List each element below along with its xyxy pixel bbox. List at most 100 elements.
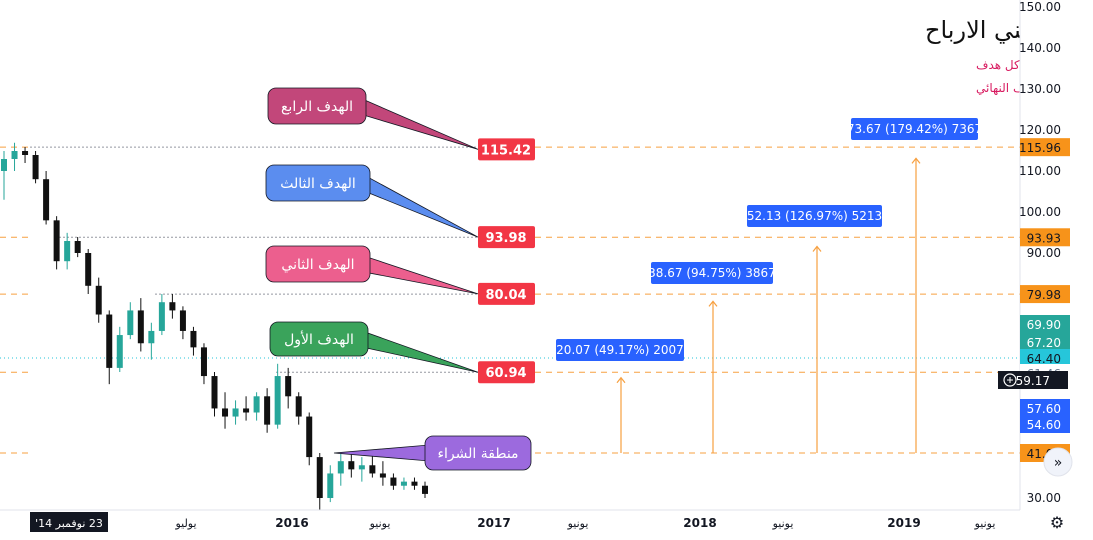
candle-body bbox=[422, 485, 428, 494]
candle-body bbox=[337, 461, 344, 474]
price-tag-label: 59.17 bbox=[1016, 374, 1050, 388]
target-price-box bbox=[478, 138, 535, 161]
time-axis[interactable]: يوليو 2016 يونيو 2017 يونيو 2018 يونيو 2019 يوني… bbox=[0, 509, 1020, 532]
measure-label: 38.67 (94.75%) 3867 bbox=[648, 266, 776, 280]
callout-bubble bbox=[424, 435, 532, 471]
price-tag-crosshair bbox=[998, 371, 1068, 389]
candle-body bbox=[74, 241, 81, 253]
target-price-box bbox=[478, 282, 535, 305]
target-price-box bbox=[478, 226, 535, 249]
candle-body bbox=[390, 477, 397, 486]
callout-label: الهدف الثاني bbox=[281, 257, 354, 273]
price-tag-label: 115.96 bbox=[1019, 141, 1061, 155]
price-tag-level bbox=[1020, 138, 1070, 157]
candle-body bbox=[316, 457, 323, 498]
price-tag-label: 54.60 bbox=[1027, 418, 1061, 432]
price-tick-label: 130.00 bbox=[1019, 82, 1061, 96]
callout-bubble bbox=[265, 245, 371, 283]
measure-label-box bbox=[651, 262, 773, 284]
candle-body bbox=[348, 461, 355, 470]
candle-body bbox=[400, 481, 407, 486]
price-tag-up bbox=[1020, 315, 1070, 333]
price-tick-label: 90.00 bbox=[1027, 246, 1061, 260]
target-price-label: 60.94 bbox=[485, 366, 526, 381]
measure-arrow-head bbox=[911, 157, 921, 164]
callout-pointer bbox=[333, 444, 430, 462]
candle-body bbox=[32, 155, 39, 180]
candle-body bbox=[43, 179, 50, 221]
price-tick-label: 140.00 bbox=[1019, 41, 1061, 55]
candle-body bbox=[158, 302, 165, 331]
callout-1: الهدف الرابع 115.42 bbox=[267, 87, 535, 161]
callout-label: منطقة الشراء bbox=[437, 446, 518, 462]
time-tick-label: 2019 bbox=[887, 516, 920, 530]
time-tick-label: يونيو bbox=[369, 517, 391, 530]
candle-body bbox=[190, 330, 197, 348]
plus-circle-icon[interactable] bbox=[1003, 373, 1017, 387]
candle-body bbox=[327, 473, 334, 498]
measure-label: 73.67 (179.42%) 7367 bbox=[847, 122, 982, 136]
candle-body bbox=[53, 220, 60, 262]
price-tick-label: 120.00 bbox=[1019, 123, 1061, 137]
candle-body bbox=[274, 376, 281, 425]
candle-body bbox=[253, 396, 260, 413]
measure-arrow-head bbox=[616, 376, 626, 384]
candle-body bbox=[295, 396, 302, 417]
horizontal-levels bbox=[0, 146, 1020, 454]
price-tag-level bbox=[1020, 228, 1070, 247]
candles bbox=[1, 142, 428, 511]
measure-label-box bbox=[851, 118, 978, 140]
target-price-label: 93.98 bbox=[485, 231, 526, 246]
double-chevron-right-icon: » bbox=[1054, 455, 1063, 471]
candle-body bbox=[379, 473, 386, 478]
callout-2: الهدف الثالث 93.98 bbox=[265, 164, 535, 249]
price-tag-label: 93.93 bbox=[1027, 231, 1061, 245]
cursor-date-tag bbox=[30, 512, 108, 532]
callout-bubble bbox=[267, 87, 367, 125]
callout-pointer bbox=[361, 330, 479, 373]
candle-body bbox=[264, 396, 271, 425]
candle-body bbox=[106, 314, 113, 368]
callout-bubble bbox=[265, 164, 371, 202]
scroll-to-latest-button[interactable]: » bbox=[1043, 447, 1073, 477]
candle-body bbox=[22, 151, 29, 155]
settings-button[interactable]: ⚙ bbox=[1050, 513, 1064, 532]
price-tag-label: 79.98 bbox=[1027, 288, 1061, 302]
time-tick-label: يونيو bbox=[974, 517, 996, 530]
cursor-date-label: 23 نوفمبر 14' bbox=[35, 517, 103, 530]
measure-label: 52.13 (126.97%) 5213 bbox=[747, 209, 882, 223]
candle-body bbox=[1, 159, 7, 171]
candle-body bbox=[369, 465, 376, 474]
price-tick-label: 30.00 bbox=[1027, 491, 1061, 505]
price-tag-last bbox=[1020, 349, 1070, 367]
candle-body bbox=[169, 302, 176, 311]
price-tag-blue bbox=[1020, 399, 1070, 417]
candle-body bbox=[95, 285, 102, 315]
callout-bubble bbox=[269, 321, 369, 357]
candle-body bbox=[11, 151, 18, 159]
candle-body bbox=[306, 416, 313, 458]
callout-pointer bbox=[363, 255, 479, 295]
candle-body bbox=[85, 253, 92, 286]
candle-body bbox=[358, 465, 365, 470]
measure-label-box bbox=[747, 205, 882, 227]
callout-label: الهدف الأول bbox=[284, 330, 354, 348]
time-tick-label: 2018 bbox=[683, 516, 716, 530]
candle-body bbox=[222, 408, 229, 417]
measure-label: 20.07 (49.17%) 2007 bbox=[556, 343, 684, 357]
price-tag-level bbox=[1020, 285, 1070, 304]
price-tag-label: 64.40 bbox=[1027, 352, 1061, 366]
target-price-box bbox=[478, 361, 535, 384]
time-tick-label: 2016 bbox=[275, 516, 308, 530]
candle-body bbox=[211, 376, 218, 409]
price-tag-blue bbox=[1020, 415, 1070, 433]
callout-3: الهدف الثاني 80.04 bbox=[265, 245, 535, 305]
price-tag-label: 67.20 bbox=[1027, 336, 1061, 350]
candle-body bbox=[116, 335, 123, 368]
time-tick-label: يونيو bbox=[567, 517, 589, 530]
measure-arrow-head bbox=[812, 245, 822, 252]
price-axis[interactable]: 30.00 90.00 100.00 110.00 120.00 130.00 140.00… bbox=[998, 0, 1093, 540]
target-price-label: 80.04 bbox=[485, 288, 526, 303]
